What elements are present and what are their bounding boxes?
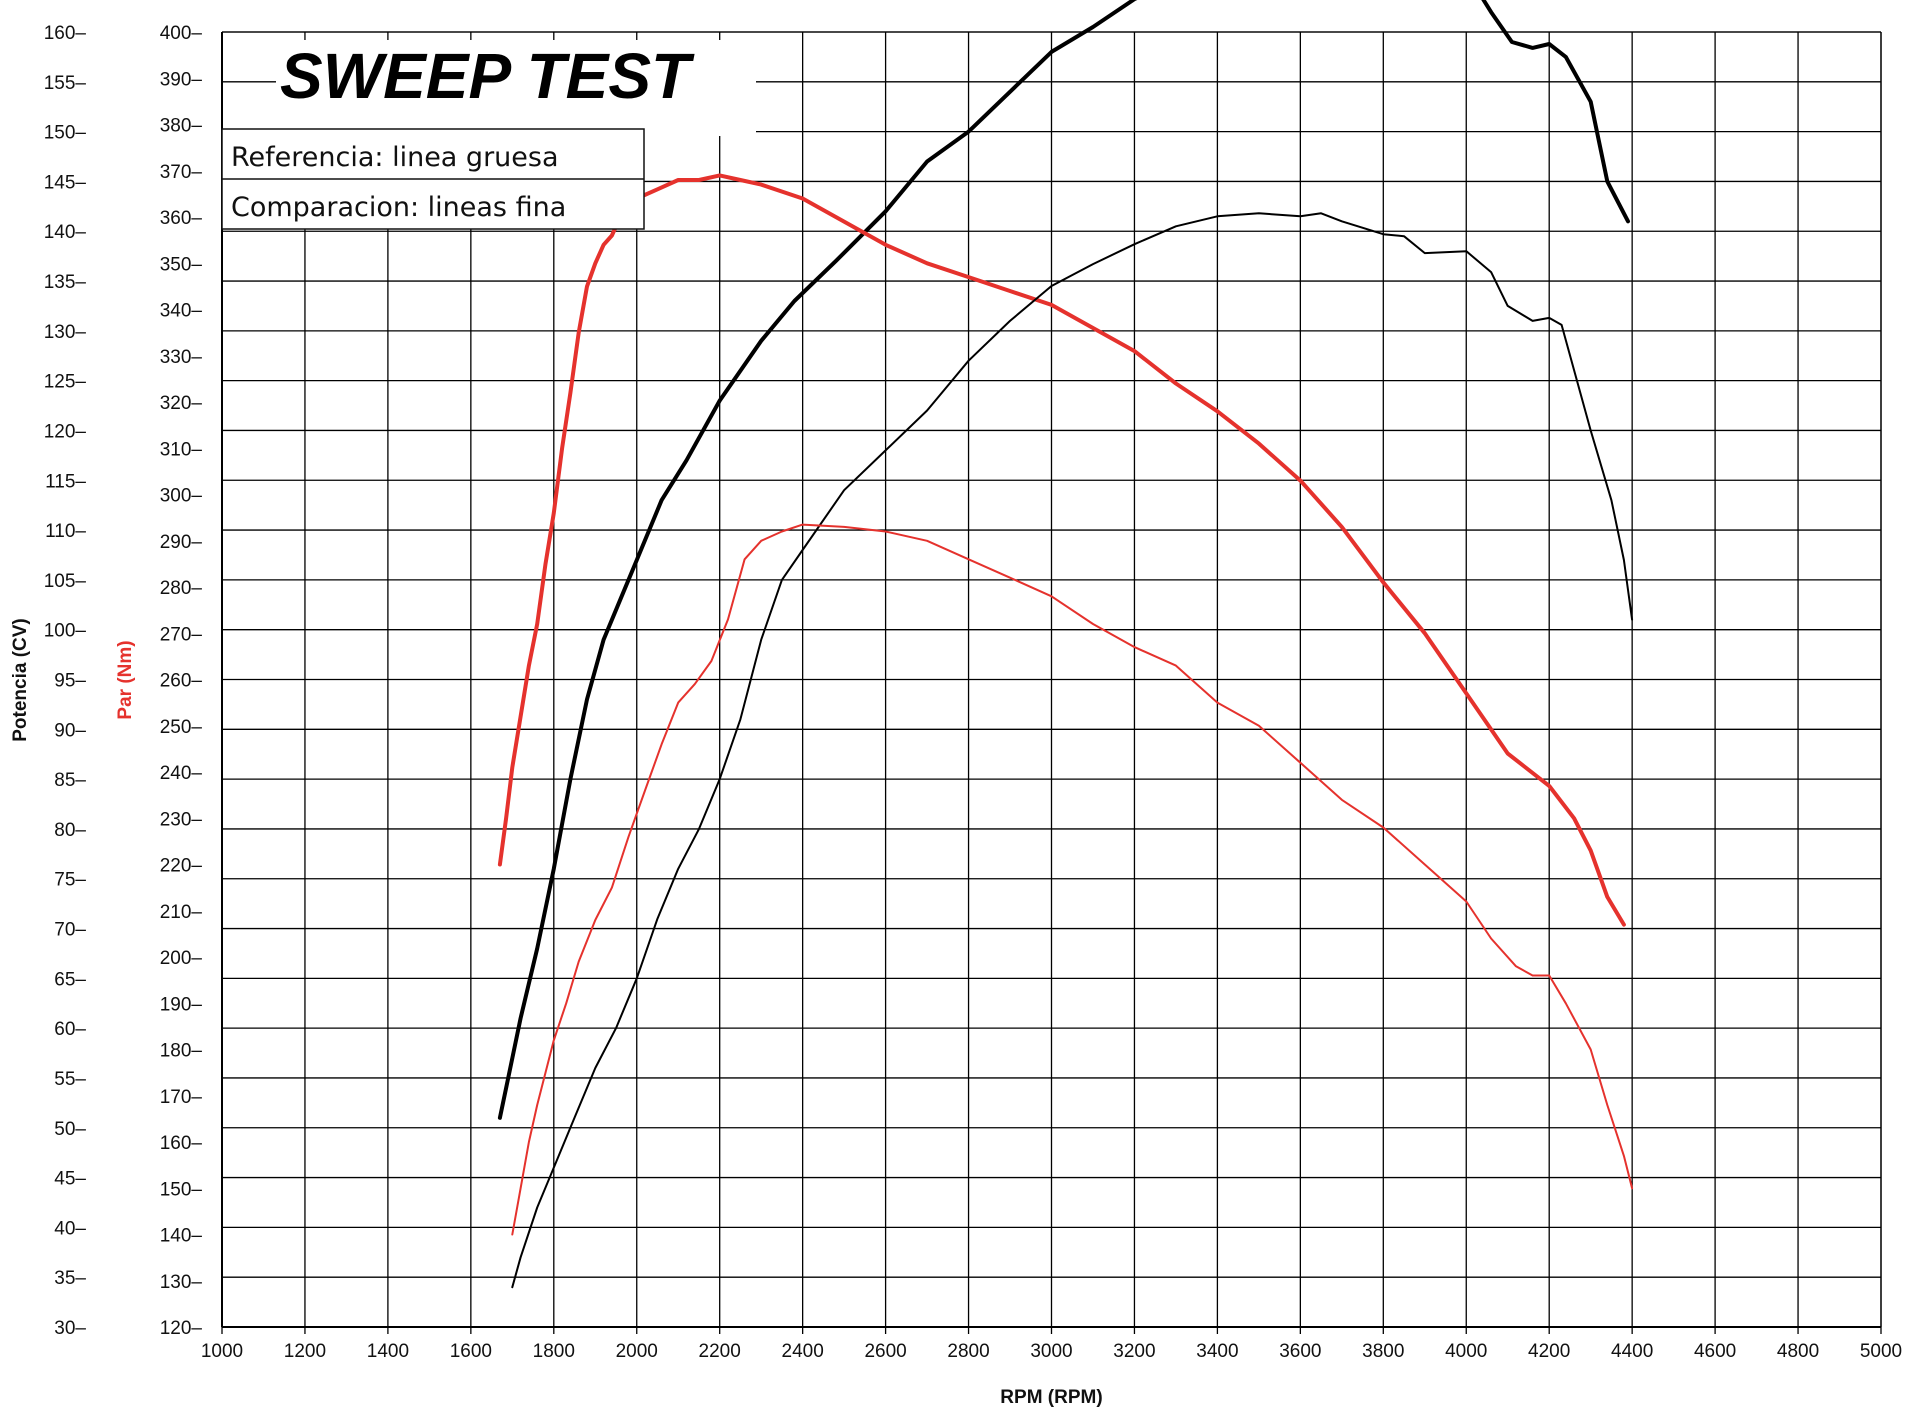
torque-tick-label: 360– (160, 208, 203, 229)
x-tick-label: 4000 (1445, 1341, 1487, 1362)
torque-tick-label: 120– (160, 1318, 203, 1339)
x-tick-label: 4600 (1694, 1341, 1736, 1362)
torque-tick-label: 400– (160, 23, 203, 44)
legend-comparison: Comparacion: lineas fina (231, 192, 566, 223)
torque-axis-title: Par (Nm) (115, 640, 136, 719)
x-tick-label: 5000 (1860, 1341, 1902, 1362)
power-tick-label: 140– (44, 222, 87, 243)
power-axis-title: Potencia (CV) (10, 618, 31, 742)
power-tick-label: 70– (54, 920, 86, 941)
power-tick-label: 50– (54, 1119, 86, 1140)
power-tick-label: 150– (44, 123, 87, 144)
x-tick-label: 4200 (1528, 1341, 1570, 1362)
x-tick-label: 4400 (1611, 1341, 1653, 1362)
legend-reference: Referencia: linea gruesa (231, 142, 559, 173)
power-tick-label: 100– (44, 621, 87, 642)
axes-layer: 1000 1200 1400 1600 1800 2000 2200 2400 2600 2800… (10, 23, 1902, 1408)
torque-tick-label: 170– (160, 1087, 203, 1108)
power-tick-label: 115– (45, 471, 86, 492)
torque-tick-label: 390– (160, 69, 203, 90)
x-tick-label: 4800 (1777, 1341, 1819, 1362)
torque-tick-label: 210– (160, 902, 203, 923)
power-tick-label: 40– (54, 1218, 86, 1239)
power-tick-label: 125– (44, 372, 87, 393)
power-tick-label: 105– (44, 571, 87, 592)
series-layer (497, 0, 1634, 1289)
torque-tick-label: 230– (160, 809, 203, 830)
power-tick-label: 130– (44, 322, 87, 343)
title-background (276, 40, 756, 136)
torque-tick-label: 310– (160, 439, 203, 460)
x-tick-label: 2600 (864, 1341, 906, 1362)
power-tick-label: 55– (54, 1069, 86, 1090)
x-tick-label: 3800 (1362, 1341, 1404, 1362)
series-line-par-referencia (497, 173, 1626, 927)
power-tick-label: 120– (44, 421, 87, 442)
torque-tick-label: 220– (160, 856, 203, 877)
x-tick-label: 3200 (1113, 1341, 1155, 1362)
power-tick-label: 155– (44, 73, 87, 94)
x-tick-label: 2400 (782, 1341, 824, 1362)
torque-tick-label: 260– (160, 671, 203, 692)
torque-tick-label: 300– (160, 486, 203, 507)
torque-tick-label: 280– (160, 578, 203, 599)
x-tick-label: 2800 (947, 1341, 989, 1362)
torque-tick-label: 380– (160, 116, 203, 137)
torque-tick-label: 190– (160, 994, 203, 1015)
x-tick-label: 1600 (450, 1341, 492, 1362)
torque-tick-label: 320– (160, 393, 203, 414)
torque-tick-label: 370– (160, 162, 203, 183)
power-tick-label: 145– (44, 172, 87, 193)
x-tick-label: 3600 (1279, 1341, 1321, 1362)
torque-tick-label: 250– (160, 717, 203, 738)
x-tick-label: 1400 (367, 1341, 409, 1362)
torque-tick-label: 340– (160, 301, 203, 322)
x-axis-title: RPM (RPM) (1000, 1387, 1102, 1408)
x-tick-label: 3400 (1196, 1341, 1238, 1362)
x-tick-label: 3000 (1030, 1341, 1072, 1362)
torque-tick-label: 270– (160, 624, 203, 645)
torque-tick-label: 160– (160, 1133, 203, 1154)
power-tick-label: 90– (54, 720, 86, 741)
power-tick-label: 35– (54, 1268, 86, 1289)
power-tick-label: 160– (44, 23, 87, 44)
power-tick-label: 30– (54, 1318, 86, 1339)
x-tick-label: 2200 (699, 1341, 741, 1362)
x-tick-label: 1000 (201, 1341, 243, 1362)
torque-tick-label: 330– (160, 347, 203, 368)
power-tick-label: 85– (54, 770, 86, 791)
power-tick-label: 110– (45, 521, 86, 542)
torque-tick-label: 240– (160, 763, 203, 784)
overlay-layer: SWEEP TEST Referencia: linea gruesa Comp… (221, 40, 756, 230)
torque-tick-label: 180– (160, 1041, 203, 1062)
power-tick-label: 75– (54, 870, 86, 891)
torque-tick-label: 140– (160, 1226, 203, 1247)
x-tick-label: 1800 (533, 1341, 575, 1362)
torque-tick-label: 200– (160, 948, 203, 969)
series-line-par-comparacion (511, 523, 1634, 1236)
power-tick-label: 45– (54, 1169, 86, 1190)
x-tick-label: 1200 (284, 1341, 326, 1362)
power-tick-label: 95– (54, 671, 86, 692)
torque-tick-label: 130– (160, 1272, 203, 1293)
power-tick-label: 135– (44, 272, 87, 293)
torque-tick-label: 290– (160, 532, 203, 553)
power-tick-label: 80– (54, 820, 86, 841)
chart-title: SWEEP TEST (280, 40, 695, 112)
x-tick-label: 2000 (616, 1341, 658, 1362)
torque-tick-label: 150– (160, 1179, 203, 1200)
series-line-potencia-comparacion (511, 212, 1634, 1289)
series-line-potencia-referencia (497, 0, 1630, 1120)
torque-tick-label: 350– (160, 254, 203, 275)
power-tick-label: 65– (54, 969, 86, 990)
power-tick-label: 60– (54, 1019, 86, 1040)
